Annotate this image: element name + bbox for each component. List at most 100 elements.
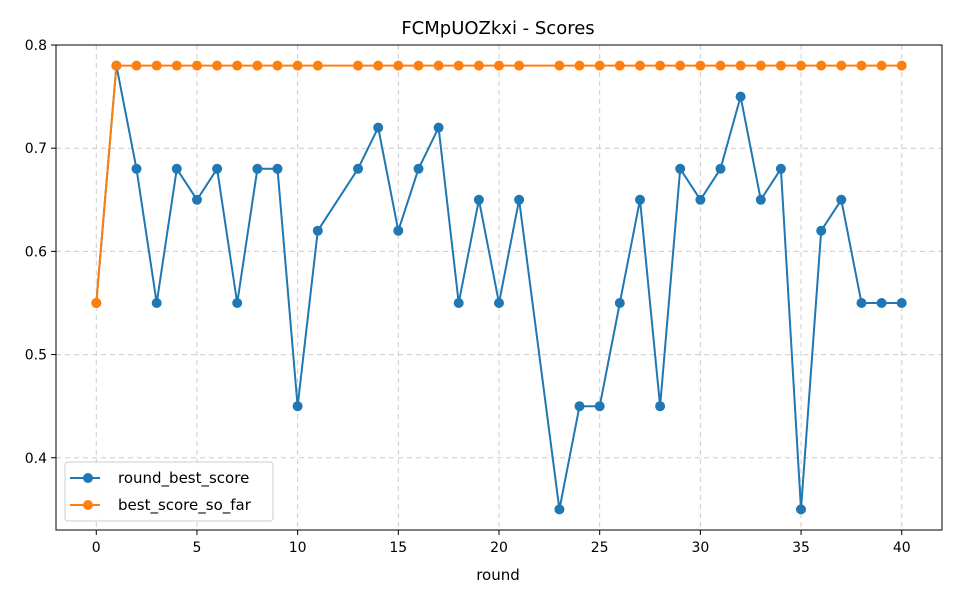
x-tick-label: 20: [490, 540, 508, 556]
series-layer: [91, 60, 907, 515]
y-tick-label: 0.6: [25, 244, 47, 260]
data-point-best-score-so-far: [272, 60, 283, 71]
data-point-round-best-score: [171, 163, 182, 174]
data-point-best-score-so-far: [675, 60, 686, 71]
data-point-round-best-score: [695, 194, 706, 205]
data-point-round-best-score: [514, 194, 525, 205]
data-point-best-score-so-far: [655, 60, 666, 71]
data-point-round-best-score: [554, 504, 565, 515]
data-point-best-score-so-far: [896, 60, 907, 71]
data-point-best-score-so-far: [755, 60, 766, 71]
data-point-best-score-so-far: [171, 60, 182, 71]
data-point-round-best-score: [373, 122, 384, 133]
data-point-round-best-score: [494, 298, 504, 308]
data-point-best-score-so-far: [594, 60, 605, 71]
data-point-round-best-score: [312, 225, 323, 236]
x-tick-label: 30: [691, 540, 709, 556]
data-point-round-best-score: [131, 163, 142, 174]
data-point-best-score-so-far: [232, 60, 243, 71]
data-point-round-best-score: [594, 401, 605, 412]
chart-title: FCMpUOZkxi - Scores: [401, 18, 594, 39]
data-point-round-best-score: [252, 163, 263, 174]
data-point-best-score-so-far: [433, 60, 444, 71]
data-point-round-best-score: [876, 298, 887, 308]
data-point-best-score-so-far: [614, 60, 625, 71]
data-point-best-score-so-far: [393, 60, 404, 71]
data-point-best-score-so-far: [775, 60, 786, 71]
data-point-round-best-score: [192, 194, 202, 205]
data-point-round-best-score: [735, 91, 746, 102]
data-point-best-score-so-far: [413, 60, 424, 71]
data-point-best-score-so-far: [635, 60, 645, 71]
data-point-best-score-so-far: [856, 60, 867, 71]
data-point-best-score-so-far: [353, 60, 363, 71]
data-point-round-best-score: [473, 194, 484, 205]
x-axis-label: round: [476, 566, 520, 584]
data-point-round-best-score: [796, 504, 806, 515]
y-tick-label: 0.8: [25, 38, 47, 54]
data-point-round-best-score: [635, 194, 645, 205]
y-tick-label: 0.7: [25, 141, 47, 157]
data-point-best-score-so-far: [514, 60, 525, 71]
x-axis: 0 5 10 15 20 25 30 35 40: [92, 530, 911, 556]
data-point-round-best-score: [675, 163, 686, 174]
data-point-round-best-score: [353, 163, 363, 174]
data-point-round-best-score: [453, 298, 464, 308]
data-point-best-score-so-far: [292, 60, 303, 71]
data-point-round-best-score: [816, 225, 827, 236]
x-tick-label: 40: [893, 540, 911, 556]
data-point-round-best-score: [433, 122, 444, 133]
x-tick-label: 10: [289, 540, 307, 556]
data-point-best-score-so-far: [91, 298, 102, 308]
data-point-best-score-so-far: [574, 60, 585, 71]
x-tick-label: 0: [92, 540, 101, 556]
data-point-best-score-so-far: [192, 60, 202, 71]
data-point-best-score-so-far: [453, 60, 464, 71]
legend-swatch-marker-0: [83, 473, 93, 483]
data-point-round-best-score: [614, 298, 625, 308]
data-point-round-best-score: [836, 194, 847, 205]
data-point-best-score-so-far: [836, 60, 847, 71]
data-point-best-score-so-far: [715, 60, 726, 71]
data-point-best-score-so-far: [312, 60, 323, 71]
data-point-best-score-so-far: [473, 60, 484, 71]
legend-frame: [64, 461, 274, 522]
data-point-round-best-score: [775, 163, 786, 174]
data-point-round-best-score: [212, 163, 223, 174]
y-tick-label: 0.4: [25, 451, 47, 467]
legend: round_best_score best_score_so_far: [64, 461, 274, 522]
data-point-best-score-so-far: [212, 60, 223, 71]
data-point-best-score-so-far: [796, 60, 806, 71]
data-point-round-best-score: [393, 225, 404, 236]
data-point-best-score-so-far: [131, 60, 142, 71]
x-tick-label: 25: [591, 540, 609, 556]
data-point-round-best-score: [856, 298, 867, 308]
grid: [56, 44, 942, 530]
legend-label-round-best-score: round_best_score: [118, 469, 249, 488]
y-axis: 0.4 0.5 0.6 0.7 0.8: [25, 38, 56, 467]
data-point-round-best-score: [715, 163, 726, 174]
data-point-round-best-score: [292, 401, 303, 412]
data-point-round-best-score: [272, 163, 283, 174]
data-point-best-score-so-far: [735, 60, 746, 71]
data-point-best-score-so-far: [252, 60, 263, 71]
data-point-round-best-score: [413, 163, 424, 174]
data-point-round-best-score: [574, 401, 585, 412]
legend-swatch-marker-1: [83, 500, 93, 510]
data-point-round-best-score: [755, 194, 766, 205]
data-point-best-score-so-far: [554, 60, 565, 71]
data-point-best-score-so-far: [695, 60, 706, 71]
series-best-score-so-far: [91, 60, 907, 308]
data-point-best-score-so-far: [816, 60, 827, 71]
data-point-best-score-so-far: [151, 60, 162, 71]
data-point-best-score-so-far: [111, 60, 122, 71]
x-tick-label: 35: [792, 540, 810, 556]
data-point-round-best-score: [151, 298, 162, 308]
x-tick-label: 15: [389, 540, 407, 556]
x-tick-label: 5: [192, 540, 201, 556]
data-point-best-score-so-far: [494, 60, 504, 71]
data-point-best-score-so-far: [373, 60, 384, 71]
data-point-round-best-score: [232, 298, 243, 308]
data-point-round-best-score: [655, 401, 666, 412]
